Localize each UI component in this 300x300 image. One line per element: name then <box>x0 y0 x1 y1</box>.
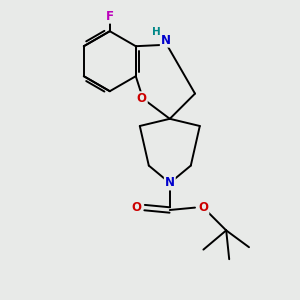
Text: N: N <box>161 34 171 47</box>
Text: F: F <box>106 10 114 23</box>
Text: O: O <box>131 201 141 214</box>
Text: O: O <box>198 201 208 214</box>
Text: N: N <box>165 176 175 190</box>
Text: O: O <box>137 92 147 105</box>
Text: H: H <box>152 27 161 37</box>
